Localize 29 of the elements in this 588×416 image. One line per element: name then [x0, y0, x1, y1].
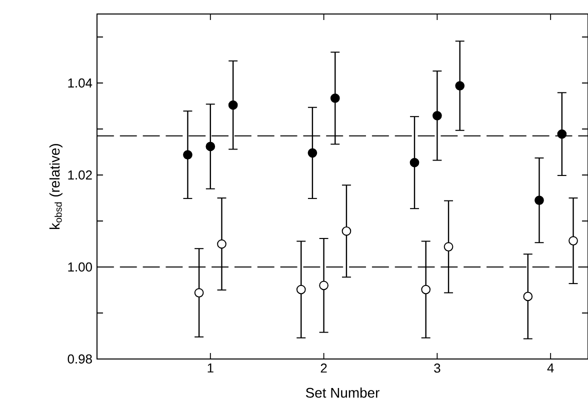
y-tick-label: 1.00 — [68, 262, 92, 272]
y-axis-title: k$_{obsd}$ (relative) — [49, 144, 62, 229]
x-tick-label: 4 — [547, 364, 554, 372]
point — [206, 142, 216, 152]
point — [568, 236, 578, 246]
y-tick-label: 1.04 — [68, 78, 92, 88]
x-tick-label: 3 — [434, 364, 440, 373]
x-tick-label: 1 — [208, 364, 214, 372]
point — [183, 150, 192, 160]
point — [308, 148, 318, 158]
x-tick-label: 2 — [320, 364, 327, 373]
point — [421, 284, 431, 294]
point — [228, 100, 238, 110]
point — [296, 284, 306, 294]
point — [455, 81, 465, 90]
point — [410, 158, 420, 168]
point — [523, 292, 533, 302]
x-axis-title: Set Number — [306, 387, 380, 398]
point — [319, 280, 328, 290]
point — [194, 288, 204, 298]
y-tick-label: 1.02 — [68, 170, 92, 180]
point — [534, 196, 544, 205]
point — [330, 93, 340, 103]
point — [444, 242, 454, 252]
y-tick-label: 0.98 — [68, 354, 92, 364]
point — [217, 239, 226, 249]
point — [342, 226, 352, 236]
point — [432, 110, 442, 120]
point — [557, 129, 567, 139]
